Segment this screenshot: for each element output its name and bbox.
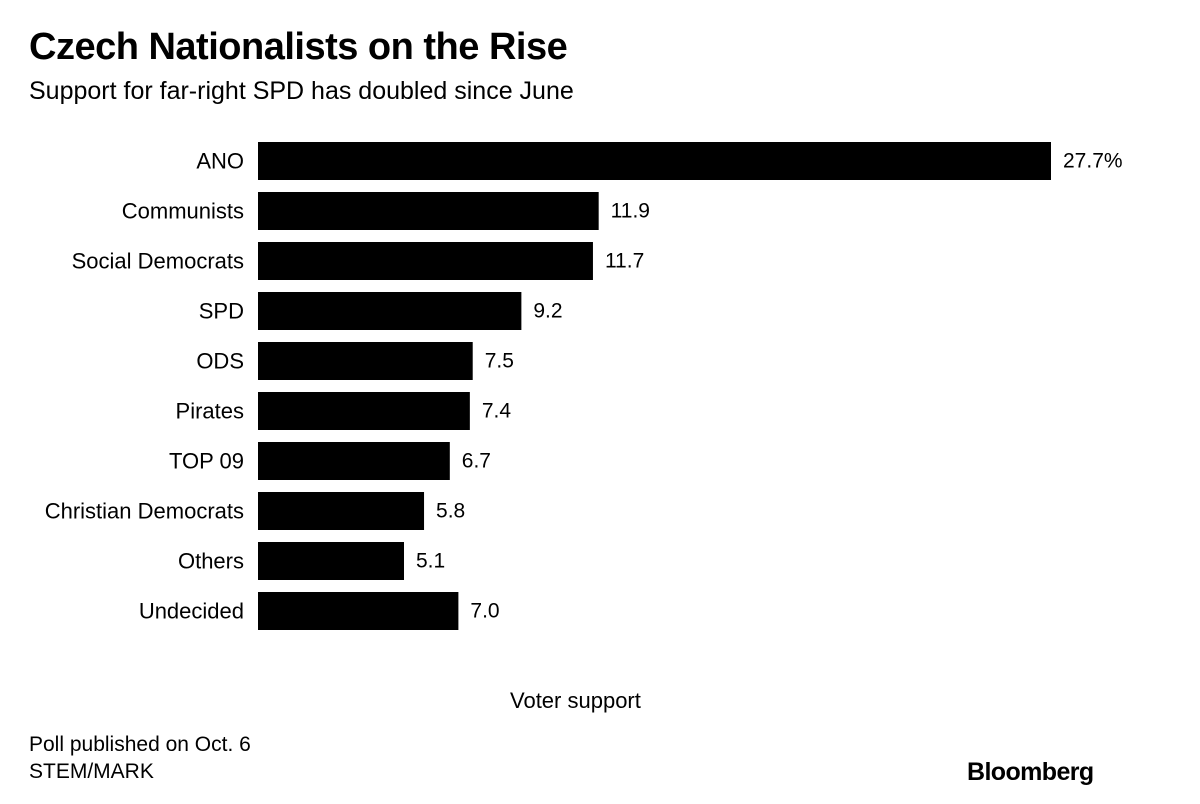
x-axis-label: Voter support — [510, 688, 641, 713]
bar-value-label: 11.9 — [611, 200, 650, 223]
category-label: Pirates — [176, 399, 244, 424]
category-label: Christian Democrats — [45, 499, 244, 524]
source-note: Poll published on Oct. 6 STEM/MARK — [29, 731, 251, 785]
category-label: Others — [178, 549, 244, 574]
category-label: Communists — [122, 199, 244, 224]
bar-value-label: 7.4 — [482, 400, 512, 423]
bar — [258, 442, 450, 480]
bar — [258, 142, 1051, 180]
category-label: Undecided — [139, 599, 244, 624]
category-label: SPD — [199, 299, 244, 324]
bar — [258, 392, 470, 430]
bar-value-label: 5.8 — [436, 500, 465, 523]
bar-value-label: 7.5 — [485, 350, 514, 373]
category-label: Social Democrats — [72, 249, 244, 274]
bar-value-label: 5.1 — [416, 550, 445, 573]
bar-value-label: 6.7 — [462, 450, 491, 473]
bar-value-label: 7.0 — [470, 600, 499, 623]
bar-value-label: 11.7 — [605, 250, 644, 273]
bar — [258, 542, 405, 580]
source-label: STEM/MARK — [29, 760, 154, 783]
bar-chart: ANO 27.7% Communists 11.9 Social Democrats 11… — [45, 142, 1123, 630]
bar — [258, 192, 599, 230]
category-label: ODS — [196, 349, 244, 374]
bloomberg-logo: Bloomberg — [967, 758, 1094, 786]
bar — [258, 342, 473, 380]
bar — [258, 292, 522, 330]
bar — [258, 592, 459, 630]
category-label: ANO — [196, 149, 244, 174]
chart-title: Czech Nationalists on the Rise — [29, 26, 568, 68]
category-label: TOP 09 — [169, 449, 244, 474]
bar-value-label: 27.7% — [1063, 150, 1123, 173]
chart-subtitle: Support for far-right SPD has doubled si… — [29, 77, 574, 105]
bar — [258, 492, 425, 530]
bar — [258, 242, 593, 280]
bar-value-label: 9.2 — [533, 300, 562, 323]
publication-note: Poll published on Oct. 6 — [29, 733, 251, 756]
